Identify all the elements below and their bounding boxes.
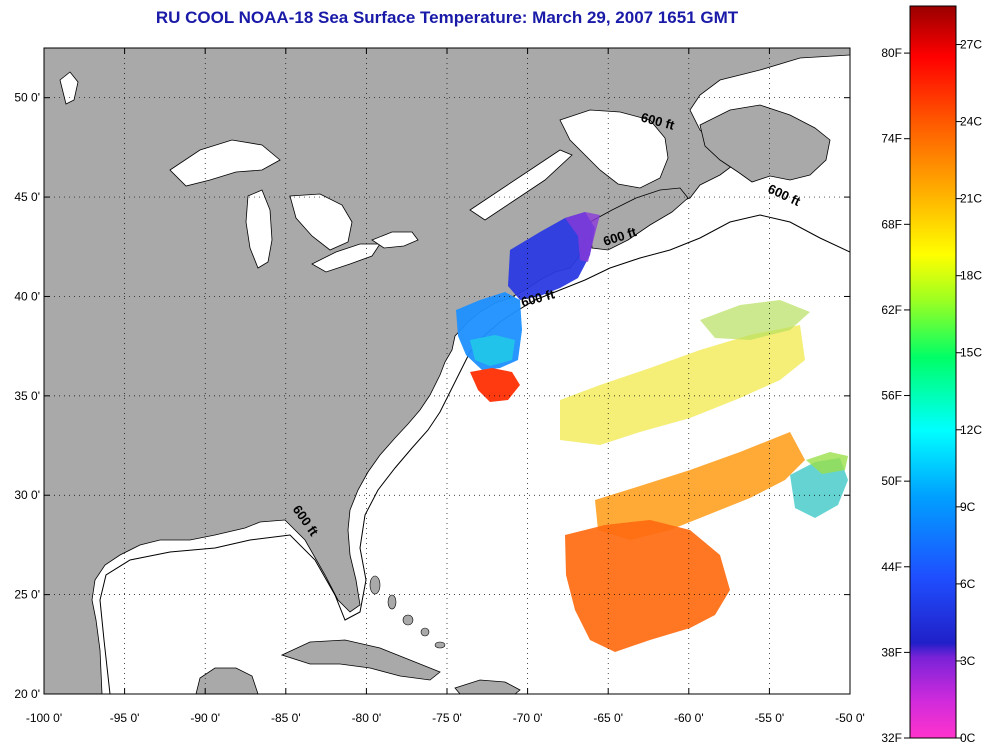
gulf-of-st-lawrence — [559, 109, 669, 189]
colorbar-c-label: 24C — [960, 115, 982, 129]
colorbar-c-label: 9C — [960, 500, 976, 514]
lat-tick-label: 25 0' — [14, 588, 40, 602]
colorbar-f-label: 62F — [881, 303, 902, 317]
cuba-land — [280, 639, 441, 681]
lon-tick-label: -100 0' — [26, 711, 62, 725]
lat-tick-label: 30 0' — [14, 488, 40, 502]
yucatan-land — [195, 667, 259, 694]
lon-tick-label: -70 0' — [513, 711, 543, 725]
lon-tick-label: -85 0' — [271, 711, 301, 725]
colorbar-f-label: 74F — [881, 132, 902, 146]
lat-tick-label: 50 0' — [14, 91, 40, 105]
colorbar-c-label: 27C — [960, 38, 982, 52]
lake-huron — [289, 193, 353, 251]
lake-erie — [311, 243, 381, 273]
lake-michigan — [245, 189, 273, 269]
lat-tick-label: 40 0' — [14, 289, 40, 303]
colorbar-c-label: 18C — [960, 269, 982, 283]
sst-shelf-cyan — [470, 335, 515, 366]
lon-tick-label: -80 0' — [352, 711, 382, 725]
lon-tick-label: -55 0' — [755, 711, 785, 725]
lat-tick-label: 35 0' — [14, 389, 40, 403]
sst-gulf-stream-warm — [470, 368, 520, 402]
lon-tick-label: -75 0' — [432, 711, 462, 725]
colorbar-f-label: 56F — [881, 389, 902, 403]
sst-gulf-of-maine-cold — [508, 212, 595, 300]
lake-winnipeg — [59, 71, 79, 105]
lat-tick-label: 20 0' — [14, 687, 40, 701]
colorbar-f-label: 38F — [881, 645, 902, 659]
st-lawrence-river — [469, 149, 573, 221]
lat-tick-label: 45 0' — [14, 190, 40, 204]
colorbar-c-label: 3C — [960, 654, 976, 668]
nova-scotia-land — [589, 187, 689, 251]
colorbar-c-label: 12C — [960, 423, 982, 437]
colorbar-c-label: 15C — [960, 346, 982, 360]
colorbar-f-label: 44F — [881, 560, 902, 574]
isobath-600ft — [99, 214, 850, 694]
colorbar-f-label: 68F — [881, 217, 902, 231]
lon-tick-label: -90 0' — [190, 711, 220, 725]
sst-orange-band — [595, 432, 805, 540]
colorbar-f-label: 50F — [881, 474, 902, 488]
sst-north-scatter — [700, 300, 810, 340]
sst-eastern-cyan-patch — [790, 458, 848, 518]
sst-eastern-green-patch — [806, 452, 848, 474]
map-title: RU COOL NOAA-18 Sea Surface Temperature:… — [155, 8, 739, 27]
newfoundland-land — [699, 104, 831, 183]
lon-tick-label: -95 0' — [110, 711, 140, 725]
colorbar — [909, 5, 957, 739]
map-frame — [43, 47, 851, 695]
colorbar-c-label: 0C — [960, 731, 976, 745]
hispaniola-land — [454, 679, 521, 694]
bahamas-islands — [369, 575, 446, 649]
colorbar-c-label: 21C — [960, 192, 982, 206]
sst-purple-edge — [565, 212, 600, 262]
colorbar-fahrenheit-labels: 80F 74F 68F 62F 56F 50F 44F 38F 32F — [881, 46, 910, 745]
colorbar-celsius-labels: 27C 24C 21C 18C 15C 12C 9C 6C 3C 0C — [956, 38, 982, 745]
lon-tick-label: -60 0' — [674, 711, 704, 725]
lon-tick-label: -50 0' — [835, 711, 865, 725]
colorbar-f-label: 32F — [881, 731, 902, 745]
sst-yellow-band — [560, 325, 805, 445]
colorbar-f-label: 80F — [881, 46, 902, 60]
colorbar-c-label: 6C — [960, 577, 976, 591]
longitude-axis-labels: -100 0' -95 0' -90 0' -85 0' -80 0' -75 0' -70… — [26, 711, 865, 725]
lake-superior — [169, 139, 281, 187]
latitude-axis-labels: 20 0' 25 0' 30 0' 35 0' 40 0' 45 0' 50 0' — [14, 91, 40, 701]
lake-ontario — [371, 231, 419, 249]
lon-tick-label: -65 0' — [593, 711, 623, 725]
